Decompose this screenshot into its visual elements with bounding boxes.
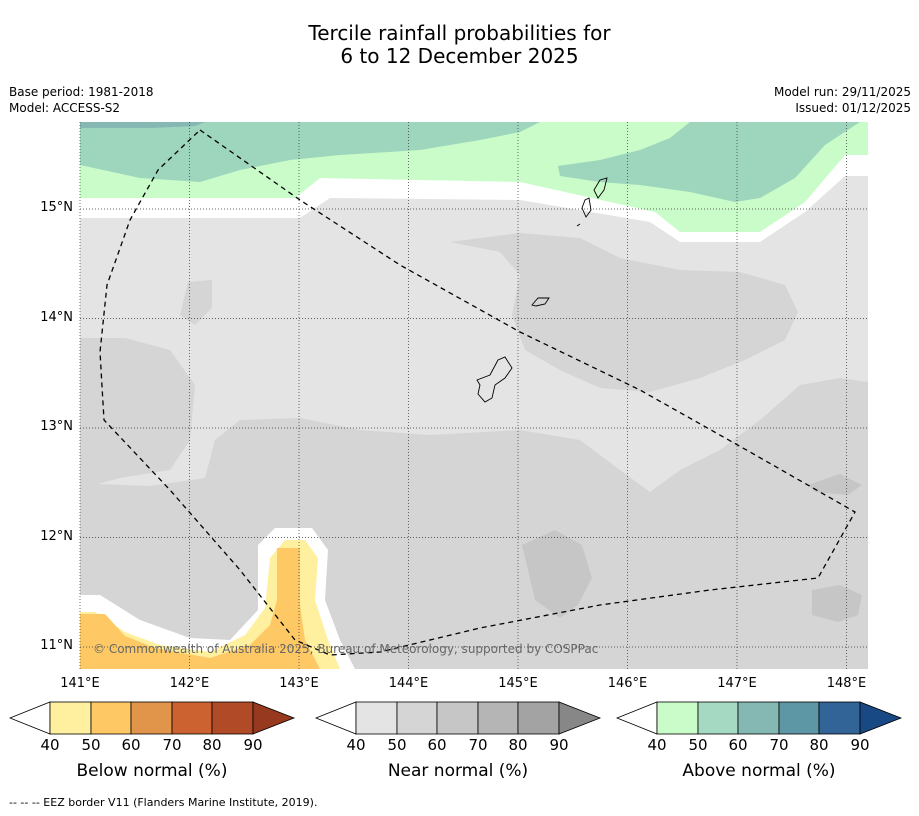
below-tick-60: 60: [121, 736, 141, 754]
below-tick-90: 90: [243, 736, 263, 754]
near-tick-90: 90: [549, 736, 569, 754]
above-tick-60: 60: [728, 736, 748, 754]
issued-date: Issued: 01/12/2025: [795, 101, 911, 115]
graticule: [79, 122, 868, 669]
below-tick-70: 70: [162, 736, 182, 754]
near-normal-60-area-east: [808, 474, 862, 495]
near-tick-40: 40: [346, 736, 366, 754]
guam-island: [476, 356, 513, 403]
colorbar-above-swatch-40: [656, 701, 699, 735]
near-tick-60: 60: [427, 736, 447, 754]
colorbar-below-swatch-60: [130, 701, 173, 735]
below-tick-50: 50: [81, 736, 101, 754]
colorbar-above-low-extend: [615, 701, 658, 735]
above-tick-70: 70: [769, 736, 789, 754]
below-tick-40: 40: [40, 736, 60, 754]
lat-label-12: 12°N: [40, 529, 73, 544]
rota-island: [531, 297, 550, 307]
above-normal-60-area: [80, 122, 205, 128]
eez-footnote: -- -- -- EEZ border V11 (Flanders Marine…: [9, 796, 318, 809]
colorbar-near-swatch-80: [517, 701, 560, 735]
colorbar-above-swatch-60: [737, 701, 780, 735]
lon-label-147: 147°E: [717, 676, 757, 691]
near-normal-60-area-south: [522, 530, 592, 618]
above-tick-50: 50: [688, 736, 708, 754]
colorbar-near-swatch-60: [436, 701, 479, 735]
meta-left: Base period: 1981-2018 Model: ACCESS-S2: [9, 84, 154, 116]
below-normal-label: Below normal (%): [76, 761, 228, 781]
colorbar-below-swatch-70: [171, 701, 213, 735]
model-run: Model run: 29/11/2025: [773, 85, 911, 99]
near-normal-label: Near normal (%): [387, 761, 529, 781]
colorbar-above-swatch-70: [778, 701, 820, 735]
lon-label-145: 145°E: [498, 676, 538, 691]
colorbar-below-swatch-80: [211, 701, 254, 735]
lon-label-143: 143°E: [279, 676, 319, 691]
model-name: Model: ACCESS-S2: [9, 101, 121, 115]
colorbar-below-swatch-50: [90, 701, 132, 735]
colorbar-near-swatch-70: [477, 701, 519, 735]
above-tick-90: 90: [850, 736, 870, 754]
above-tick-80: 80: [809, 736, 829, 754]
colorbar-near-swatch-40: [355, 701, 398, 735]
meta-right: Model run: 29/11/2025 Issued: 01/12/2025: [774, 84, 911, 116]
tinian-island: [581, 197, 592, 218]
lat-label-14: 14°N: [40, 310, 73, 325]
above-normal-50-area-east: [558, 122, 860, 202]
colorbar-near-high-extend: [558, 701, 602, 735]
lat-label-13: 13°N: [40, 419, 73, 434]
colorbar-below-swatch-40: [49, 701, 92, 735]
below-normal-50-area: [80, 548, 320, 669]
lon-label-144: 144°E: [388, 676, 429, 691]
lat-label-11: 11°N: [40, 638, 73, 653]
colorbar-below-normal: [8, 701, 296, 735]
colorbar-below-high-extend: [252, 701, 296, 735]
eez-border: [99, 129, 856, 656]
colorbar-above-swatch-80: [818, 701, 861, 735]
base-period: Base period: 1981-2018: [9, 85, 154, 99]
below-tick-80: 80: [202, 736, 222, 754]
colorbar-near-low-extend: [314, 701, 357, 735]
colorbar-near-normal: [314, 701, 602, 735]
colorbar-near-swatch-50: [396, 701, 438, 735]
lon-label-148: 148°E: [826, 676, 867, 691]
map-credit: © Commonwealth of Australia 2025, Bureau…: [93, 642, 598, 656]
lat-label-15: 15°N: [40, 200, 73, 215]
saipan-island: [593, 177, 608, 199]
above-normal-50-area-west: [80, 122, 540, 182]
near-tick-70: 70: [468, 736, 488, 754]
above-tick-40: 40: [647, 736, 667, 754]
above-normal-label: Above normal (%): [682, 761, 836, 781]
near-normal-50-area-east: [450, 233, 798, 392]
colorbar-above-high-extend: [859, 701, 903, 735]
lon-label-142: 142°E: [169, 676, 210, 691]
aguijan-island: [576, 223, 581, 227]
title-line-1: Tercile rainfall probabilities for: [308, 21, 611, 45]
colorbar-above-swatch-50: [697, 701, 739, 735]
near-normal-50-area-nw: [180, 280, 212, 325]
map-canvas: © Commonwealth of Australia 2025, Bureau…: [79, 122, 868, 669]
map-title: Tercile rainfall probabilities for 6 to …: [0, 22, 919, 68]
colorbar-below-low-extend: [8, 701, 51, 735]
lon-label-141: 141°E: [60, 676, 100, 691]
islands: [476, 177, 608, 403]
near-normal-60-area-se: [812, 585, 862, 622]
probability-fields: [80, 122, 868, 669]
lon-label-146: 146°E: [607, 676, 648, 691]
colorbar-above-normal: [615, 701, 903, 735]
near-tick-50: 50: [387, 736, 407, 754]
near-tick-80: 80: [508, 736, 528, 754]
title-line-2: 6 to 12 December 2025: [340, 44, 579, 68]
